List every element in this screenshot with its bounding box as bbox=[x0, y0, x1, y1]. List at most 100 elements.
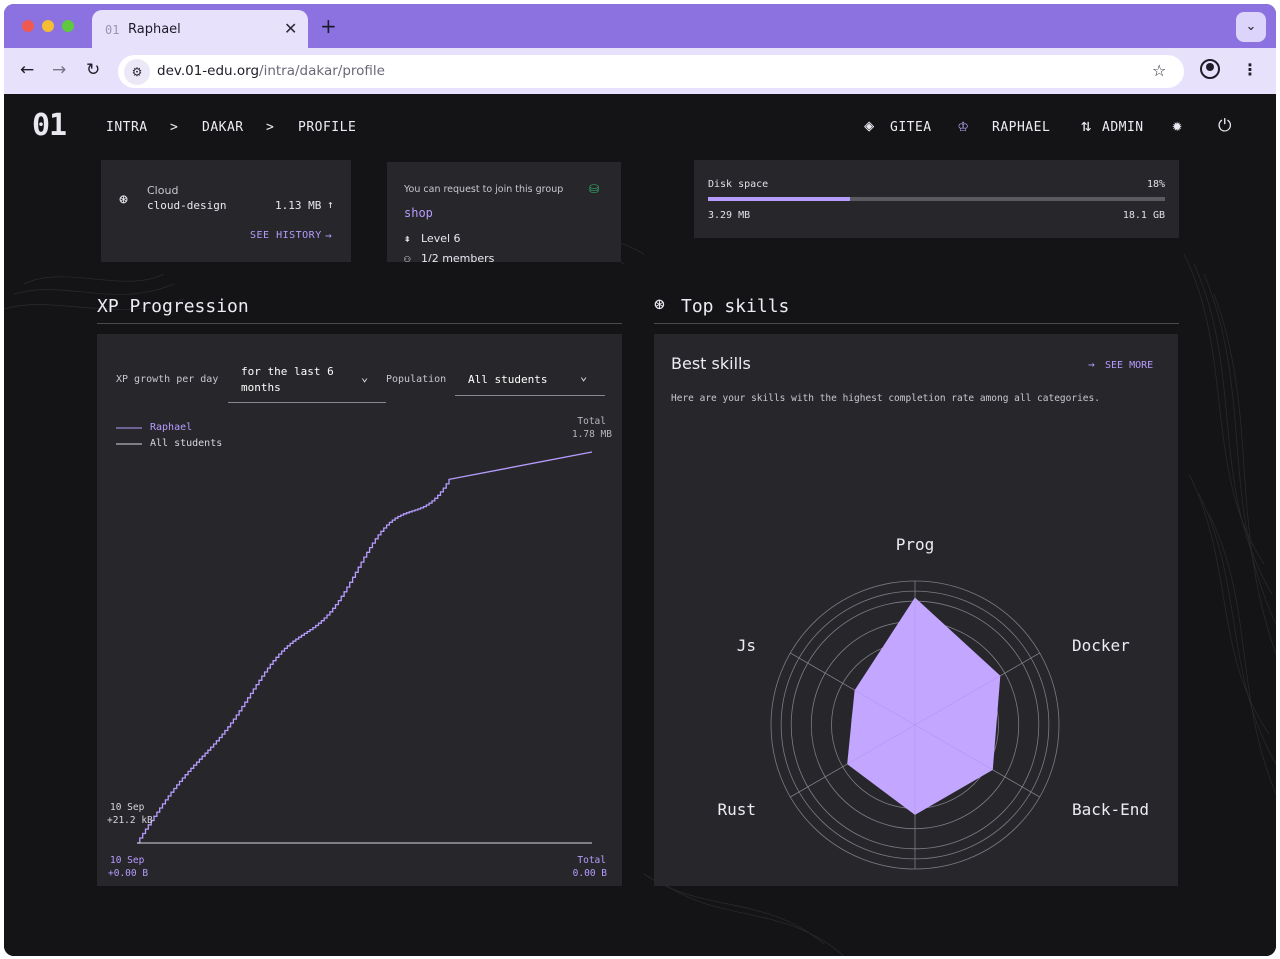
cloud-icon: ⊛ bbox=[119, 190, 129, 208]
radar-label-rust: Rust bbox=[717, 800, 756, 819]
radar-inner-spoke bbox=[854, 690, 916, 726]
disk-progress-track bbox=[708, 197, 1165, 201]
xp-chart-card: XP growth per day for the last 6 months … bbox=[97, 334, 622, 886]
tab-number: 01 bbox=[105, 23, 120, 37]
disk-percent: 18% bbox=[1146, 179, 1165, 190]
xp-section-divider bbox=[97, 323, 622, 324]
user-start-value: +21.2 kB bbox=[107, 815, 153, 826]
user-start-date: 10 Sep bbox=[110, 802, 145, 813]
total-value: 1.78 MB bbox=[571, 429, 612, 440]
arrow-right-icon[interactable]: → bbox=[325, 229, 332, 242]
school-logo[interactable]: 01 bbox=[32, 108, 67, 143]
breadcrumb-profile[interactable]: PROFILE bbox=[298, 120, 357, 135]
growth-label: XP growth per day bbox=[116, 374, 219, 385]
url-text[interactable]: dev.01-edu.org/intra/dakar/profile bbox=[157, 63, 385, 79]
radar-inner-spoke bbox=[914, 675, 1000, 726]
new-tab-icon[interactable]: + bbox=[320, 14, 337, 38]
close-window-button[interactable] bbox=[22, 20, 34, 32]
breadcrumb-separator: > bbox=[266, 120, 275, 135]
all-end-value: 0.00 B bbox=[572, 868, 607, 879]
cloud-card: ⊛ Cloud cloud-design 1.13 MB ↑ SEE HISTO… bbox=[101, 160, 351, 262]
group-card: You can request to join this group ⛁ sho… bbox=[387, 162, 621, 262]
xp-section-title: XP Progression bbox=[97, 296, 249, 317]
page-content: 01 INTRA > DAKAR > PROFILE ◈ GITEA ♔ RAP… bbox=[4, 94, 1276, 956]
best-skills-title: Best skills bbox=[671, 354, 751, 373]
skills-section-divider bbox=[654, 323, 1179, 324]
forward-arrow-icon[interactable]: → bbox=[52, 60, 67, 80]
total-label: Total bbox=[577, 416, 606, 427]
cloud-label: Cloud bbox=[147, 184, 179, 197]
breadcrumb-dakar[interactable]: DAKAR bbox=[202, 120, 244, 135]
profile-icon[interactable] bbox=[1200, 59, 1220, 79]
population-select-underline bbox=[455, 395, 605, 396]
disk-used: 3.29 MB bbox=[708, 210, 751, 221]
see-history-link[interactable]: SEE HISTORY bbox=[250, 230, 322, 241]
all-start-value: +0.00 B bbox=[108, 868, 149, 879]
minimize-window-button[interactable] bbox=[42, 20, 54, 32]
radar-label-docker: Docker bbox=[1072, 636, 1130, 655]
sort-arrows-icon[interactable]: ⇅ bbox=[1081, 116, 1092, 136]
population-select-value[interactable]: All students bbox=[468, 373, 548, 386]
radar-label-prog: Prog bbox=[896, 535, 935, 554]
period-select-underline bbox=[228, 402, 386, 403]
nav-user[interactable]: RAPHAEL bbox=[992, 120, 1051, 135]
cloud-size: 1.13 MB bbox=[275, 199, 322, 212]
group-level: Level 6 bbox=[421, 232, 461, 245]
population-chevron-icon[interactable]: ⌄ bbox=[580, 369, 588, 383]
period-select-value[interactable]: for the last 6 months bbox=[241, 365, 334, 394]
gitea-icon[interactable]: ◈ bbox=[864, 116, 875, 136]
disk-total: 18.1 GB bbox=[1122, 210, 1165, 221]
population-label: Population bbox=[386, 374, 447, 385]
all-start-date: 10 Sep bbox=[110, 855, 145, 866]
xp-chart-svg bbox=[116, 427, 593, 844]
bug-icon[interactable]: ✹ bbox=[1172, 116, 1183, 136]
radar-inner-spoke bbox=[847, 724, 916, 765]
user-avatar-icon[interactable]: ♔ bbox=[958, 116, 969, 136]
skills-section-title: Top skills bbox=[681, 296, 790, 317]
site-settings-icon[interactable]: ⚙ bbox=[124, 59, 150, 85]
nav-admin[interactable]: ADMIN bbox=[1102, 120, 1144, 135]
nav-gitea[interactable]: GITEA bbox=[890, 120, 932, 135]
group-name-link[interactable]: shop bbox=[404, 206, 433, 220]
legend-user-label: Raphael bbox=[150, 422, 193, 433]
see-more-link[interactable]: SEE MORE bbox=[1105, 360, 1154, 371]
period-chevron-icon[interactable]: ⌄ bbox=[361, 370, 369, 384]
skills-globe-icon: ⊛ bbox=[654, 294, 665, 315]
disk-progress-fill bbox=[708, 197, 850, 201]
level-icon: ⇞ bbox=[404, 232, 411, 245]
radar-label-js: Js bbox=[737, 636, 756, 655]
browser-window: 01 Raphael ✕ + ⌄ ← → ↻ ⚙ dev.01-edu.org/… bbox=[4, 4, 1276, 956]
tab-title: Raphael bbox=[128, 22, 181, 37]
radar-inner-spoke bbox=[914, 724, 993, 770]
all-end-label: Total bbox=[577, 855, 606, 866]
browser-tab-bar: 01 Raphael ✕ + ⌄ bbox=[4, 4, 1276, 48]
legend-all-label: All students bbox=[150, 438, 223, 449]
browser-toolbar: ← → ↻ ⚙ dev.01-edu.org/intra/dakar/profi… bbox=[4, 48, 1276, 94]
browser-menu-icon[interactable]: ⋮ bbox=[1242, 60, 1258, 79]
radar-label-back-end: Back-End bbox=[1072, 800, 1149, 819]
maximize-window-button[interactable] bbox=[62, 20, 74, 32]
group-members: 1/2 members bbox=[421, 252, 495, 262]
breadcrumb-intra[interactable]: INTRA bbox=[106, 120, 148, 135]
tab-search-chevron-icon[interactable]: ⌄ bbox=[1236, 12, 1266, 42]
back-arrow-icon[interactable]: ← bbox=[20, 60, 35, 80]
upload-arrow-icon: ↑ bbox=[327, 198, 334, 211]
address-bar[interactable]: ⚙ dev.01-edu.org/intra/dakar/profile ☆ bbox=[118, 55, 1184, 88]
group-note: You can request to join this group bbox=[404, 184, 564, 195]
disk-space-card: Disk space 18% 3.29 MB 18.1 GB bbox=[694, 160, 1179, 238]
user-xp-line bbox=[137, 451, 593, 844]
database-icon: ⛁ bbox=[589, 182, 600, 196]
cloud-name: cloud-design bbox=[147, 199, 227, 212]
radar-skills-area bbox=[847, 597, 1001, 815]
disk-label: Disk space bbox=[708, 179, 769, 190]
skills-description: Here are your skills with the highest co… bbox=[671, 393, 1100, 404]
browser-tab[interactable]: 01 Raphael ✕ bbox=[92, 10, 308, 48]
see-more-arrow-icon[interactable]: → bbox=[1088, 358, 1095, 371]
skills-card: Best skills → SEE MORE Here are your ski… bbox=[654, 334, 1178, 886]
reload-icon[interactable]: ↻ bbox=[86, 60, 101, 80]
close-tab-icon[interactable]: ✕ bbox=[284, 19, 298, 38]
bookmark-star-icon[interactable]: ☆ bbox=[1152, 61, 1167, 80]
power-icon[interactable]: ⏻ bbox=[1218, 116, 1232, 136]
members-icon: ⚇ bbox=[404, 252, 411, 262]
